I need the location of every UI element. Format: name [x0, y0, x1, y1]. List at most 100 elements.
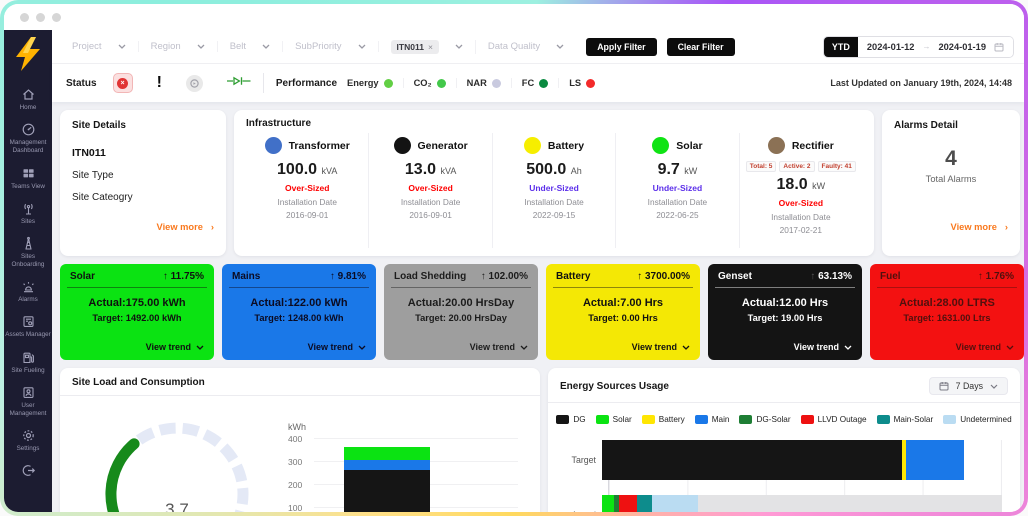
- view-trend-button[interactable]: View trend: [880, 342, 1014, 352]
- infra-unit: kW: [812, 181, 826, 191]
- sizing-status: Over-Sized: [778, 198, 824, 208]
- indicator-label: CO₂: [413, 78, 432, 88]
- site-tag-chip[interactable]: ITN011 ×: [390, 39, 439, 54]
- chevron-down-icon: [990, 384, 998, 389]
- bar-segment-main: [344, 459, 430, 471]
- view-more-label: View more: [156, 222, 203, 232]
- view-more-link[interactable]: View more ›: [951, 222, 1008, 246]
- remove-tag-icon[interactable]: ×: [427, 41, 433, 52]
- kpi-delta-value: 1.76%: [985, 271, 1014, 282]
- legend-label: Battery: [658, 415, 685, 424]
- y-tick-label: 400: [288, 434, 303, 444]
- sidebar-item-sites[interactable]: Sites: [4, 201, 52, 226]
- load-gauge: 3.7: [72, 402, 282, 512]
- chevron-right-icon: ›: [210, 222, 214, 232]
- divider: [60, 395, 540, 396]
- chevron-down-icon: [520, 345, 528, 350]
- site-tag-label: ITN011: [396, 41, 424, 52]
- rectifier-faulty-badge: Faulty: 41: [817, 161, 856, 172]
- app-logo-lightning-icon: [13, 36, 43, 77]
- sidebar-item-user-management[interactable]: User Management: [4, 385, 52, 418]
- chevron-down-icon: [1006, 345, 1014, 350]
- indicator-nar: NAR: [457, 78, 512, 88]
- kpi-actual: Actual:28.00 LTRS: [899, 297, 995, 309]
- legend-item-main-solar: Main-Solar: [876, 415, 933, 424]
- sidebar-item-label: Settings: [16, 445, 40, 453]
- chevron-down-icon: [196, 345, 204, 350]
- subpriority-filter-dropdown[interactable]: SubPriority: [283, 41, 379, 52]
- data-quality-filter-dropdown[interactable]: Data Quality: [476, 41, 576, 52]
- sidebar-nav: Home Management Dashboard Teams View Sit…: [4, 87, 52, 478]
- install-label: Installation Date: [647, 197, 708, 207]
- indicator-label: Energy: [347, 78, 379, 88]
- legend-label: Undetermined: [960, 415, 1012, 424]
- sidebar-item-label: Teams View: [11, 182, 45, 190]
- view-more-link[interactable]: View more ›: [157, 222, 214, 246]
- legend-swatch: [800, 415, 814, 424]
- window-control-dot[interactable]: [36, 12, 45, 22]
- sidebar-item-logout[interactable]: [4, 463, 52, 478]
- install-date: 2017-02-21: [779, 224, 823, 235]
- view-trend-button[interactable]: View trend: [70, 342, 204, 352]
- kpi-tile-load-shedding: Load Shedding ↑ 102.00% Actual:20.00 HrsD…: [384, 264, 538, 360]
- infra-value: 500.0 Ah: [526, 161, 582, 179]
- kpi-delta-value: 3700.00%: [644, 271, 690, 282]
- infra-value-number: 500.0: [526, 161, 567, 178]
- ytd-preset-chip[interactable]: YTD: [823, 36, 858, 57]
- site-id: ITN011: [72, 147, 106, 159]
- date-to-value[interactable]: 2024-01-19: [938, 41, 986, 52]
- site-filter-dropdown[interactable]: ITN011 ×: [379, 39, 476, 54]
- sidebar-item-teams-view[interactable]: Teams View: [4, 166, 52, 191]
- kpi-target: Target: 0.00 Hrs: [588, 313, 658, 323]
- kpi-target: Target: 1631.00 Ltrs: [903, 313, 991, 323]
- bar-plot-area: 400 300 200 100: [288, 434, 518, 512]
- infra-name: Generator: [417, 139, 468, 152]
- sidebar-item-alarms[interactable]: Alarms: [4, 279, 52, 304]
- belt-filter-dropdown[interactable]: Belt: [218, 41, 284, 52]
- apply-filter-button[interactable]: Apply Filter: [586, 37, 657, 56]
- infra-unit: kW: [684, 166, 698, 176]
- energy-sources-card: Energy Sources Usage 7 Days DG Solar Ba: [548, 368, 1020, 512]
- chart-row-actual: Actual: [560, 495, 1008, 512]
- sidebar-item-label: Sites Onboarding: [11, 252, 45, 269]
- status-bar: Status × ! Performance Energy C: [52, 64, 1024, 102]
- infra-value: 13.0 kVA: [405, 161, 456, 179]
- infra-value: 100.0 kVA: [277, 161, 337, 179]
- installation-date: Installation Date 2022-09-15: [524, 196, 584, 222]
- period-selector-dropdown[interactable]: 7 Days: [928, 377, 1008, 395]
- kpi-delta: ↑ 9.81%: [330, 271, 366, 282]
- sidebar-item-home[interactable]: Home: [4, 87, 52, 112]
- calendar-icon[interactable]: [994, 42, 1004, 52]
- date-range-picker[interactable]: YTD 2024-01-12 → 2024-01-19: [822, 35, 1014, 58]
- gridline: 400: [288, 434, 518, 444]
- view-trend-button[interactable]: View trend: [394, 342, 528, 352]
- installation-date: Installation Date 2016-09-01: [277, 196, 337, 222]
- logout-icon: [21, 463, 36, 478]
- date-from-value[interactable]: 2024-01-12: [866, 41, 915, 52]
- window-control-dot[interactable]: [20, 12, 29, 22]
- dashboard-icon: [21, 122, 36, 137]
- view-trend-button[interactable]: View trend: [556, 342, 690, 352]
- install-label: Installation Date: [400, 197, 461, 207]
- region-filter-dropdown[interactable]: Region: [139, 41, 218, 52]
- view-trend-label: View trend: [145, 342, 191, 352]
- battery-dot-icon: [523, 137, 541, 154]
- arrow-up-icon: ↑: [329, 271, 335, 282]
- kpi-name: Fuel: [880, 271, 901, 282]
- clear-filter-button[interactable]: Clear Filter: [666, 37, 735, 56]
- project-filter-dropdown[interactable]: Project: [60, 41, 139, 52]
- sidebar-item-assets-manager[interactable]: Assets Manager: [4, 314, 52, 339]
- bar-segment-dg: [602, 440, 902, 480]
- window-control-dot[interactable]: [52, 12, 61, 22]
- sidebar-item-site-fueling[interactable]: Site Fueling: [4, 350, 52, 375]
- sidebar-item-settings[interactable]: Settings: [4, 428, 52, 453]
- kpi-delta: ↑ 3700.00%: [637, 271, 690, 282]
- sidebar-item-sites-onboarding[interactable]: Sites Onboarding: [4, 236, 52, 269]
- legend-item-undetermined: Undetermined: [943, 415, 1012, 424]
- kpi-delta-value: 102.00%: [488, 271, 528, 282]
- sidebar-item-management-dashboard[interactable]: Management Dashboard: [4, 122, 52, 155]
- card-title: Site Details: [72, 120, 126, 131]
- view-trend-button[interactable]: View trend: [232, 342, 366, 352]
- view-trend-button[interactable]: View trend: [718, 342, 852, 352]
- infra-value-number: 9.7: [657, 161, 680, 178]
